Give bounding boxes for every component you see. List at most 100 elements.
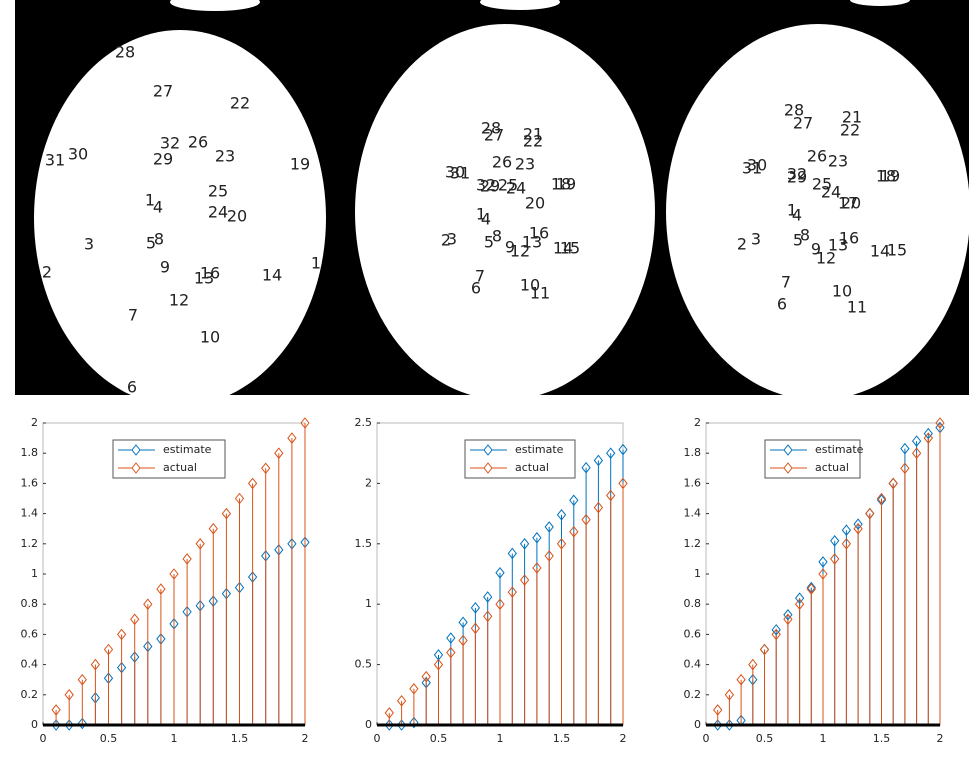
y-tick-label: 2 <box>365 476 372 489</box>
stem-marker <box>446 632 456 644</box>
point-label: 8 <box>492 227 502 246</box>
point-label: 24 <box>208 203 228 222</box>
point-label: 26 <box>188 133 208 152</box>
stem-marker <box>865 507 875 520</box>
y-tick-label: 0.5 <box>355 658 373 671</box>
stem-marker <box>569 494 579 507</box>
point-label: 12 <box>169 291 189 310</box>
point-label: 13 <box>522 233 542 252</box>
point-label: 27 <box>484 126 504 145</box>
stem-marker <box>581 461 591 474</box>
point-label: 31 <box>450 164 470 183</box>
y-tick-label: 1.4 <box>21 507 39 520</box>
point-label: 14 <box>870 242 890 261</box>
x-tick-label: 1.5 <box>553 732 571 745</box>
y-tick-label: 0.6 <box>684 627 702 640</box>
x-tick-label: 0 <box>40 732 47 745</box>
y-tick-label: 0.2 <box>21 688 39 701</box>
y-tick-label: 0.2 <box>684 688 702 701</box>
point-label: 14 <box>262 266 282 285</box>
stem-marker <box>221 507 232 520</box>
point-label: 9 <box>811 240 821 259</box>
stem-marker <box>90 658 101 671</box>
point-label: 19 <box>556 175 576 194</box>
stem-marker <box>532 562 542 574</box>
stem-marker <box>470 622 481 635</box>
stem-marker <box>818 556 828 568</box>
stem-marker <box>923 432 933 444</box>
stem-marker <box>519 537 530 550</box>
point-label: 9 <box>505 238 515 257</box>
image-blob <box>170 0 260 11</box>
y-tick-label: 2 <box>694 416 701 429</box>
point-label: 15 <box>887 241 907 260</box>
y-tick-label: 1.2 <box>21 537 39 550</box>
point-label: 7 <box>475 267 485 286</box>
stem-marker <box>64 719 74 731</box>
stem-marker <box>234 492 245 505</box>
point-label: 32 <box>787 165 807 184</box>
image-blob <box>480 0 560 10</box>
stem-marker <box>130 613 140 626</box>
y-tick-label: 1 <box>694 567 701 580</box>
stem-marker <box>483 591 493 603</box>
point-label: 10 <box>520 276 540 295</box>
point-label: 23 <box>515 155 535 174</box>
point-label: 25 <box>208 182 228 201</box>
stem-marker <box>519 574 530 586</box>
point-label: 15 <box>560 239 580 258</box>
point-label: 4 <box>153 198 163 217</box>
point-label: 19 <box>880 167 900 186</box>
point-label: 19 <box>290 155 310 174</box>
point-label: 28 <box>784 101 804 120</box>
stem-marker <box>556 509 567 521</box>
legend-label: actual <box>163 461 197 474</box>
stem-marker <box>64 688 74 701</box>
legend-marker <box>131 462 141 474</box>
stem-marker <box>409 716 419 729</box>
stem-marker <box>495 566 505 579</box>
point-label: 26 <box>492 153 512 172</box>
point-label: 2 <box>737 235 747 254</box>
point-label: 27 <box>153 82 173 101</box>
stem-marker <box>759 643 770 656</box>
stem-marker <box>713 704 723 716</box>
y-tick-label: 1.4 <box>684 507 702 520</box>
legend-marker <box>483 462 493 474</box>
stem-marker <box>77 673 87 686</box>
stem-marker <box>421 670 431 683</box>
stem-marker <box>532 531 542 544</box>
stem-marker <box>116 628 127 641</box>
y-tick-label: 0.4 <box>21 658 39 671</box>
x-tick-label: 0 <box>703 732 710 745</box>
y-tick-label: 2 <box>31 416 38 429</box>
y-tick-label: 0.8 <box>684 597 702 610</box>
point-label: 23 <box>828 152 848 171</box>
point-label: 31 <box>45 151 65 170</box>
stem-marker <box>724 688 735 701</box>
stem-marker <box>841 537 852 550</box>
point-label: 18 <box>876 167 896 186</box>
y-tick-label: 1 <box>31 567 38 580</box>
stem-marker <box>384 719 394 731</box>
point-label: 21 <box>523 125 543 144</box>
stem-marker <box>458 616 468 629</box>
point-label: 13 <box>828 236 848 255</box>
point-label: 28 <box>115 43 135 62</box>
stem-marker <box>544 521 554 533</box>
x-tick-label: 2 <box>937 732 944 745</box>
y-tick-label: 0.4 <box>684 658 702 671</box>
stem-marker <box>409 682 419 695</box>
point-label: 22 <box>523 132 543 151</box>
point-label: 30 <box>68 145 88 164</box>
stem-marker <box>495 598 505 611</box>
point-label: 16 <box>529 224 549 243</box>
point-label: 32 <box>476 176 496 195</box>
point-label: 6 <box>127 378 137 397</box>
head-mask <box>666 24 969 400</box>
stem-marker <box>911 447 922 460</box>
y-tick-label: 1.6 <box>21 476 39 489</box>
point-label: 32 <box>160 134 180 153</box>
point-label: 26 <box>807 147 827 166</box>
